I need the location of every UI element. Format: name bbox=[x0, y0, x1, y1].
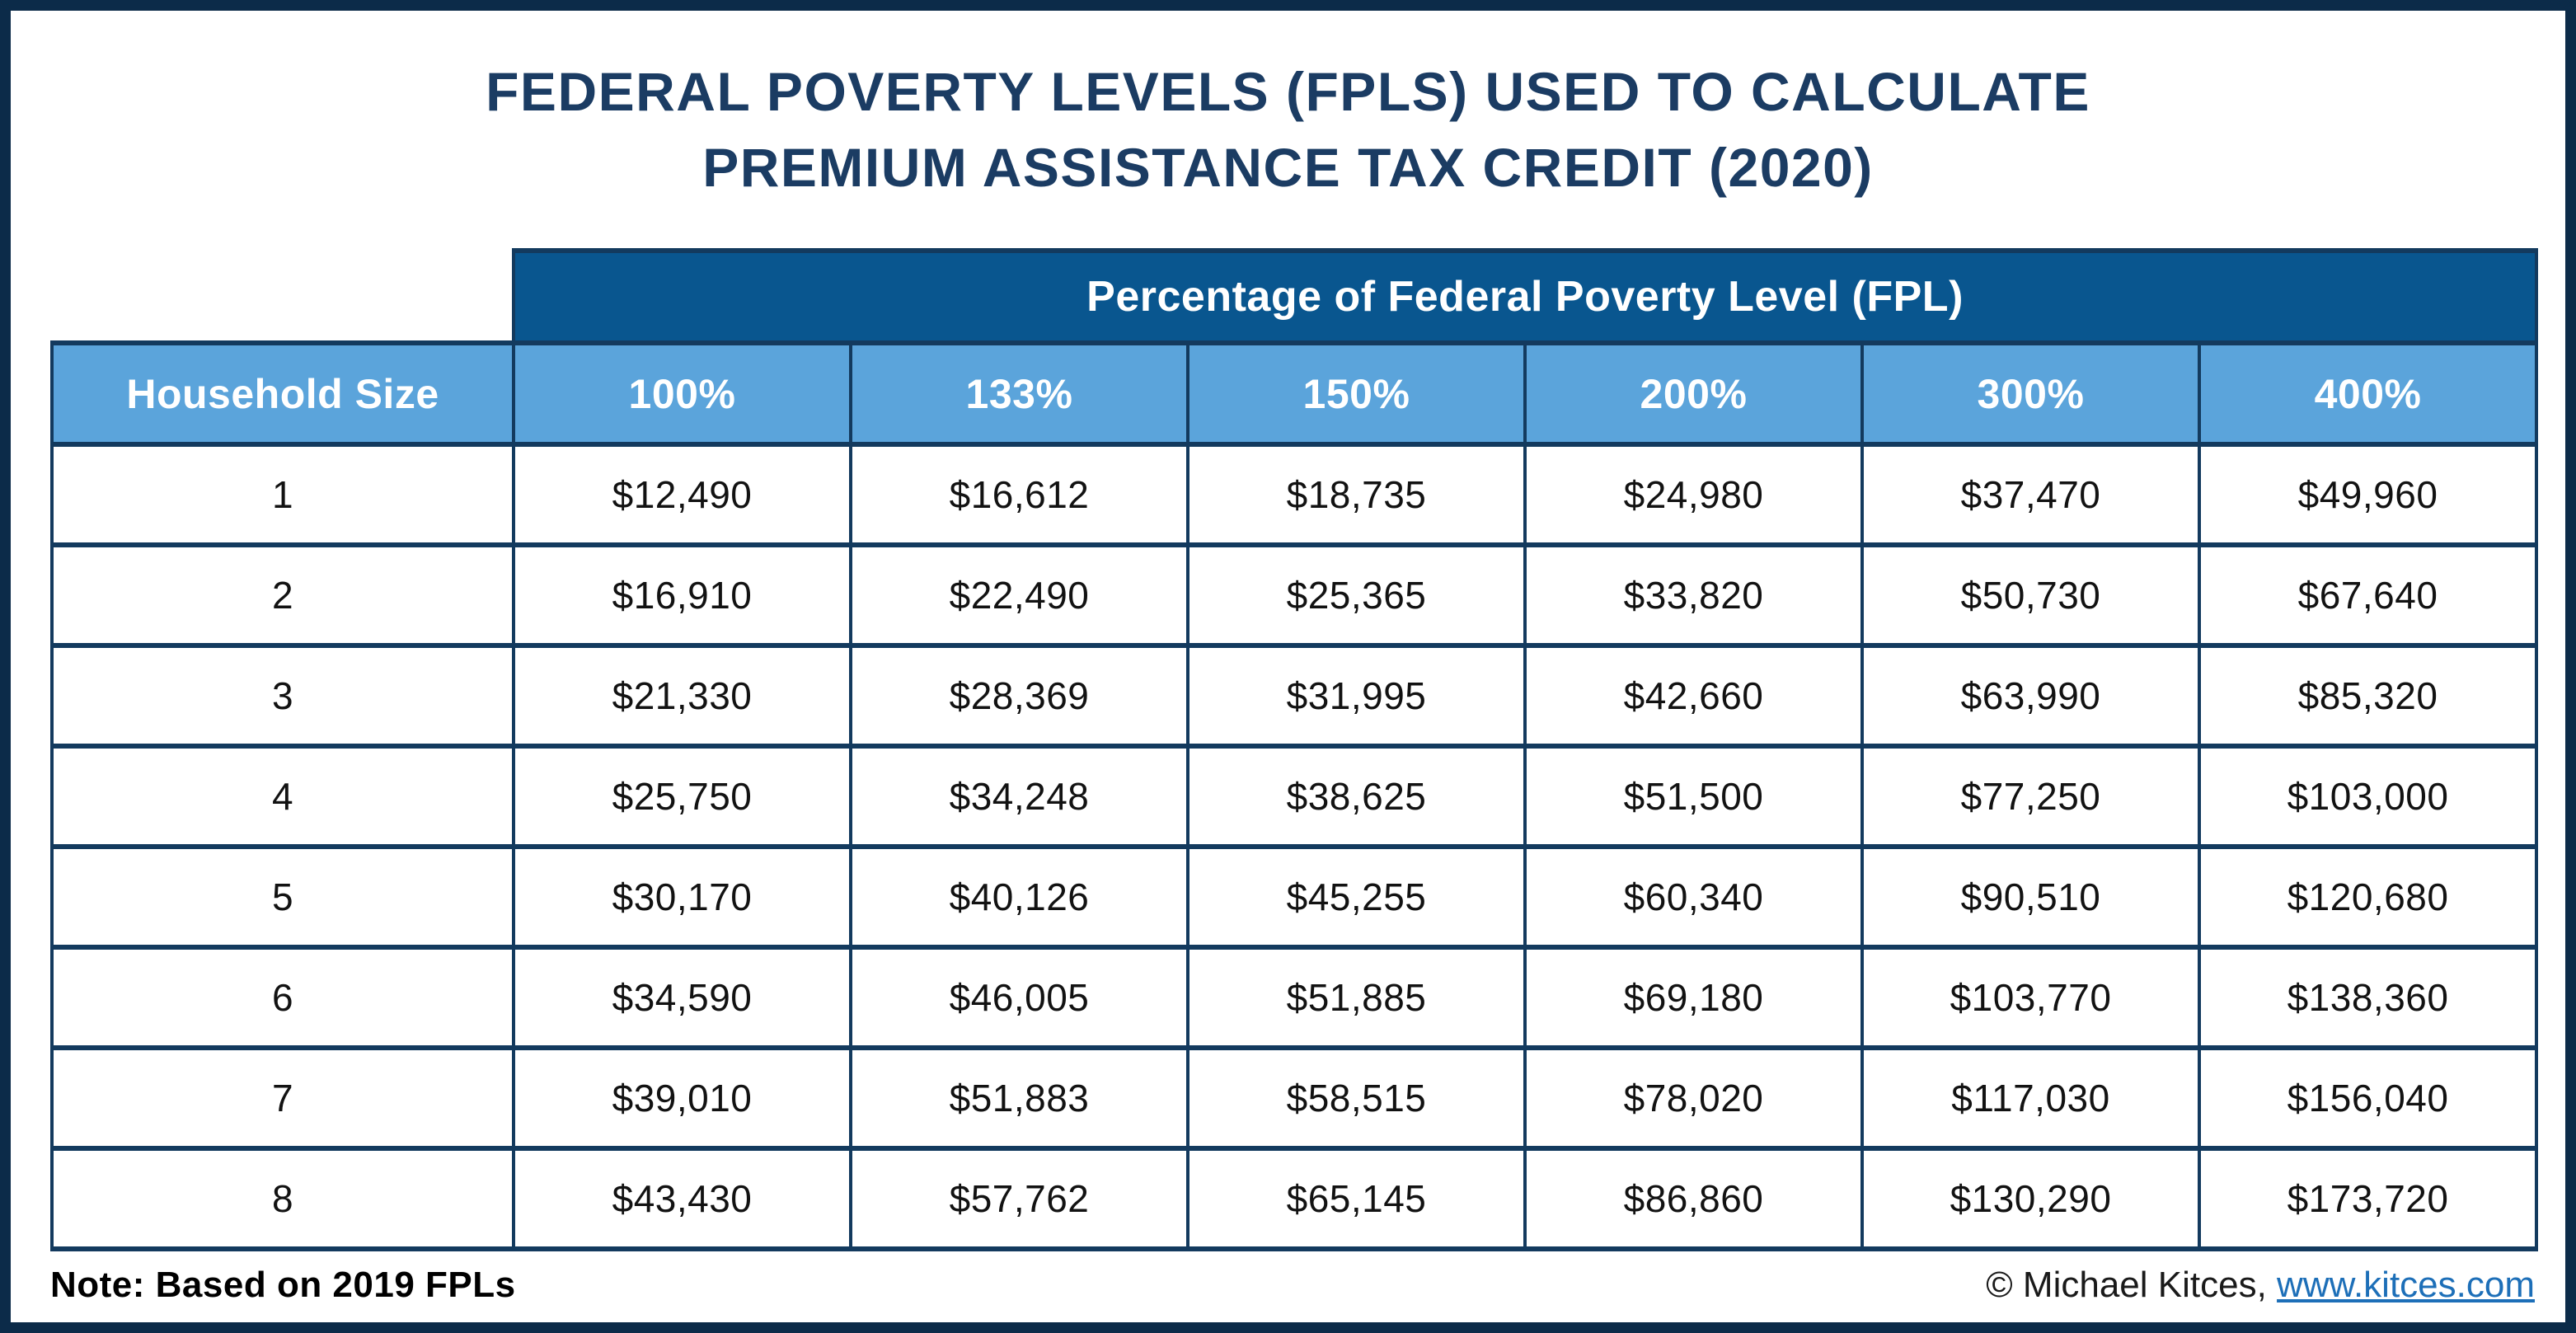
fpl-value-cell: $28,369 bbox=[849, 643, 1189, 749]
fpl-value-cell: $21,330 bbox=[512, 643, 852, 749]
fpl-value-cell: $34,590 bbox=[512, 945, 852, 1050]
fpl-percent-header: 133% bbox=[849, 340, 1189, 447]
fpl-value-cell: $58,515 bbox=[1186, 1045, 1527, 1151]
banner-row: Percentage of Federal Poverty Level (FPL… bbox=[52, 248, 2539, 345]
household-size-header: Household Size bbox=[50, 340, 515, 447]
fpl-value-cell: $38,625 bbox=[1186, 744, 1527, 849]
fpl-value-cell: $34,248 bbox=[849, 744, 1189, 849]
fpl-percent-header: 100% bbox=[512, 340, 852, 447]
table-row: 8 $43,430 $57,762 $65,145 $86,860 $130,290 $17… bbox=[50, 1146, 2539, 1251]
fpl-value-cell: $117,030 bbox=[1860, 1045, 2201, 1151]
fpl-value-cell: $138,360 bbox=[2197, 945, 2539, 1050]
household-size-cell: 8 bbox=[50, 1146, 515, 1251]
fpl-percent-header: 150% bbox=[1186, 340, 1527, 447]
fpl-value-cell: $31,995 bbox=[1186, 643, 1527, 749]
table-row: 7 $39,010 $51,883 $58,515 $78,020 $117,030 $15… bbox=[50, 1045, 2539, 1151]
fpl-value-cell: $77,250 bbox=[1860, 744, 2201, 849]
fpl-value-cell: $57,762 bbox=[849, 1146, 1189, 1251]
fpl-value-cell: $12,490 bbox=[512, 442, 852, 547]
fpl-value-cell: $60,340 bbox=[1523, 844, 1864, 950]
fpl-value-cell: $50,730 bbox=[1860, 542, 2201, 648]
fpl-value-cell: $120,680 bbox=[2197, 844, 2539, 950]
table-row: 4 $25,750 $34,248 $38,625 $51,500 $77,250 $103… bbox=[50, 744, 2539, 849]
fpl-value-cell: $86,860 bbox=[1523, 1146, 1864, 1251]
fpl-value-cell: $78,020 bbox=[1523, 1045, 1864, 1151]
table-body: 1 $12,490 $16,612 $18,735 $24,980 $37,470 $49,… bbox=[50, 442, 2539, 1251]
household-size-cell: 7 bbox=[50, 1045, 515, 1151]
fpl-value-cell: $69,180 bbox=[1523, 945, 1864, 1050]
fpl-value-cell: $46,005 bbox=[849, 945, 1189, 1050]
fpl-value-cell: $67,640 bbox=[2197, 542, 2539, 648]
page-title: FEDERAL POVERTY LEVELS (FPLS) USED TO CA… bbox=[11, 54, 2565, 206]
copyright: © Michael Kitces, www.kitces.com bbox=[1986, 1265, 2535, 1306]
fpl-value-cell: $103,770 bbox=[1860, 945, 2201, 1050]
fpl-percent-header: 400% bbox=[2197, 340, 2539, 447]
fpl-value-cell: $51,883 bbox=[849, 1045, 1189, 1151]
fpl-value-cell: $130,290 bbox=[1860, 1146, 2201, 1251]
fpl-value-cell: $37,470 bbox=[1860, 442, 2201, 547]
table-row: 3 $21,330 $28,369 $31,995 $42,660 $63,990 $85,… bbox=[50, 643, 2539, 749]
table-row: 1 $12,490 $16,612 $18,735 $24,980 $37,470 $49,… bbox=[50, 442, 2539, 547]
fpl-value-cell: $51,500 bbox=[1523, 744, 1864, 849]
fpl-value-cell: $173,720 bbox=[2197, 1146, 2539, 1251]
fpl-value-cell: $16,612 bbox=[849, 442, 1189, 547]
fpl-value-cell: $156,040 bbox=[2197, 1045, 2539, 1151]
page-title-line2: PREMIUM ASSISTANCE TAX CREDIT (2020) bbox=[702, 137, 1874, 199]
footer: Note: Based on 2019 FPLs © Michael Kitce… bbox=[50, 1250, 2535, 1321]
fpl-percent-header: 200% bbox=[1523, 340, 1864, 447]
household-size-cell: 5 bbox=[50, 844, 515, 950]
header-row: Household Size 100% 133% 150% 200% 300% 400% bbox=[50, 340, 2539, 447]
fpl-value-cell: $25,750 bbox=[512, 744, 852, 849]
fpl-value-cell: $16,910 bbox=[512, 542, 852, 648]
fpl-value-cell: $30,170 bbox=[512, 844, 852, 950]
table-row: 6 $34,590 $46,005 $51,885 $69,180 $103,770 $13… bbox=[50, 945, 2539, 1050]
fpl-value-cell: $49,960 bbox=[2197, 442, 2539, 547]
household-size-cell: 2 bbox=[50, 542, 515, 648]
fpl-value-cell: $63,990 bbox=[1860, 643, 2201, 749]
kitces-link[interactable]: www.kitces.com bbox=[2277, 1265, 2535, 1305]
fpl-value-cell: $39,010 bbox=[512, 1045, 852, 1151]
table-row: 5 $30,170 $40,126 $45,255 $60,340 $90,510 $120… bbox=[50, 844, 2539, 950]
household-size-cell: 4 bbox=[50, 744, 515, 849]
fpl-value-cell: $43,430 bbox=[512, 1146, 852, 1251]
fpl-value-cell: $18,735 bbox=[1186, 442, 1527, 547]
fpl-percent-header: 300% bbox=[1860, 340, 2201, 447]
fpl-table: Percentage of Federal Poverty Level (FPL… bbox=[50, 248, 2539, 1251]
fpl-value-cell: $33,820 bbox=[1523, 542, 1864, 648]
corner-spacer bbox=[52, 251, 514, 343]
household-size-cell: 1 bbox=[50, 442, 515, 547]
fpl-value-cell: $85,320 bbox=[2197, 643, 2539, 749]
fpl-value-cell: $90,510 bbox=[1860, 844, 2201, 950]
fpl-value-cell: $22,490 bbox=[849, 542, 1189, 648]
footer-note: Note: Based on 2019 FPLs bbox=[50, 1265, 516, 1305]
fpl-value-cell: $65,145 bbox=[1186, 1146, 1527, 1251]
fpl-value-cell: $45,255 bbox=[1186, 844, 1527, 950]
fpl-value-cell: $51,885 bbox=[1186, 945, 1527, 1050]
fpl-value-cell: $103,000 bbox=[2197, 744, 2539, 849]
page-title-line1: FEDERAL POVERTY LEVELS (FPLS) USED TO CA… bbox=[486, 61, 2090, 122]
household-size-cell: 3 bbox=[50, 643, 515, 749]
fpl-value-cell: $40,126 bbox=[849, 844, 1189, 950]
table-banner: Percentage of Federal Poverty Level (FPL… bbox=[511, 248, 2539, 345]
fpl-value-cell: $42,660 bbox=[1523, 643, 1864, 749]
fpl-value-cell: $25,365 bbox=[1186, 542, 1527, 648]
copyright-text: © Michael Kitces, bbox=[1986, 1265, 2278, 1305]
table-row: 2 $16,910 $22,490 $25,365 $33,820 $50,730 $67,… bbox=[50, 542, 2539, 648]
fpl-value-cell: $24,980 bbox=[1523, 442, 1864, 547]
household-size-cell: 6 bbox=[50, 945, 515, 1050]
